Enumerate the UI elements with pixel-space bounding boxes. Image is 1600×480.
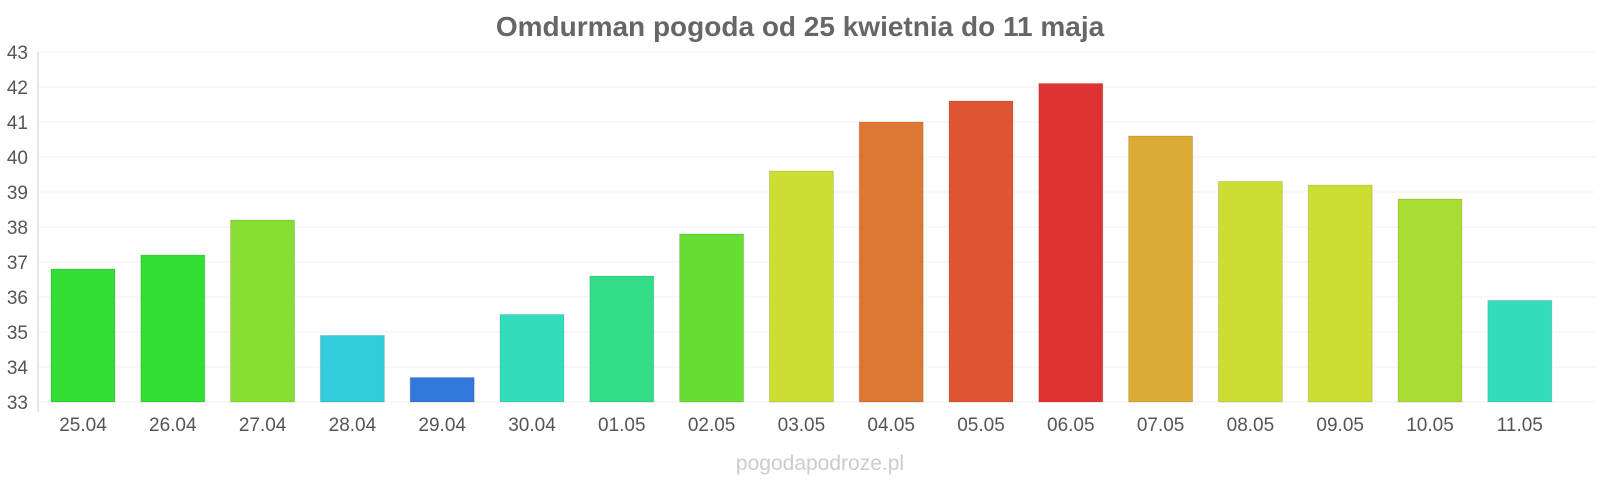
x-tick-label: 30.04 xyxy=(508,415,556,436)
bar-08.05 xyxy=(1217,181,1283,403)
y-tick-label: 41 xyxy=(7,113,28,134)
x-tick-label: 28.04 xyxy=(329,415,377,436)
y-axis-ticks: 33 34 35 36 37 38 39 40 41 42 43 xyxy=(7,43,29,414)
y-tick-label: 43 xyxy=(7,43,28,64)
x-tick-label: 27.04 xyxy=(239,415,287,436)
y-tick-label: 34 xyxy=(7,358,29,379)
y-tick-label: 39 xyxy=(7,183,28,204)
x-tick-label: 10.05 xyxy=(1406,415,1454,436)
x-tick-label: 07.05 xyxy=(1137,415,1185,436)
x-tick-label: 06.05 xyxy=(1047,415,1095,436)
x-tick-label: 04.05 xyxy=(867,415,915,436)
bar-07.05 xyxy=(1128,135,1194,403)
bar-06.05 xyxy=(1038,83,1104,403)
bar-25.04 xyxy=(50,268,116,403)
bar-26.04 xyxy=(140,254,206,403)
watermark: pogodapodroze.pl xyxy=(736,452,904,475)
bar-03.05 xyxy=(768,170,834,403)
x-tick-label: 26.04 xyxy=(149,415,197,436)
bar-09.05 xyxy=(1307,184,1373,403)
chart-title: Omdurman pogoda od 25 kwietnia do 11 maj… xyxy=(496,11,1105,42)
bar-02.05 xyxy=(679,233,745,403)
y-tick-label: 35 xyxy=(7,323,28,344)
bars xyxy=(50,83,1553,403)
y-tick-label: 38 xyxy=(7,218,28,239)
x-tick-label: 25.04 xyxy=(59,415,107,436)
x-axis-ticks: 25.04 26.04 27.04 28.04 29.04 30.04 01.05 02.05… xyxy=(59,415,1543,436)
bar-27.04 xyxy=(230,219,296,403)
y-tick-label: 33 xyxy=(7,393,28,414)
bar-30.04 xyxy=(499,314,565,403)
y-tick-label: 37 xyxy=(7,253,28,274)
bar-11.05 xyxy=(1487,300,1553,403)
y-tick-label: 40 xyxy=(7,148,28,169)
y-tick-label: 36 xyxy=(7,288,28,309)
x-tick-label: 05.05 xyxy=(957,415,1005,436)
x-tick-label: 03.05 xyxy=(778,415,826,436)
bar-28.04 xyxy=(319,335,385,403)
y-tick-label: 42 xyxy=(7,78,28,99)
x-tick-label: 08.05 xyxy=(1227,415,1275,436)
x-tick-label: 11.05 xyxy=(1497,415,1543,436)
x-tick-label: 09.05 xyxy=(1316,415,1364,436)
bar-05.05 xyxy=(948,100,1014,403)
bar-10.05 xyxy=(1397,198,1463,403)
bar-29.04 xyxy=(409,377,475,403)
x-tick-label: 29.04 xyxy=(418,415,466,436)
x-tick-label: 02.05 xyxy=(688,415,736,436)
x-tick-label: 01.05 xyxy=(598,415,646,436)
bar-01.05 xyxy=(589,275,655,403)
bar-04.05 xyxy=(858,121,924,403)
